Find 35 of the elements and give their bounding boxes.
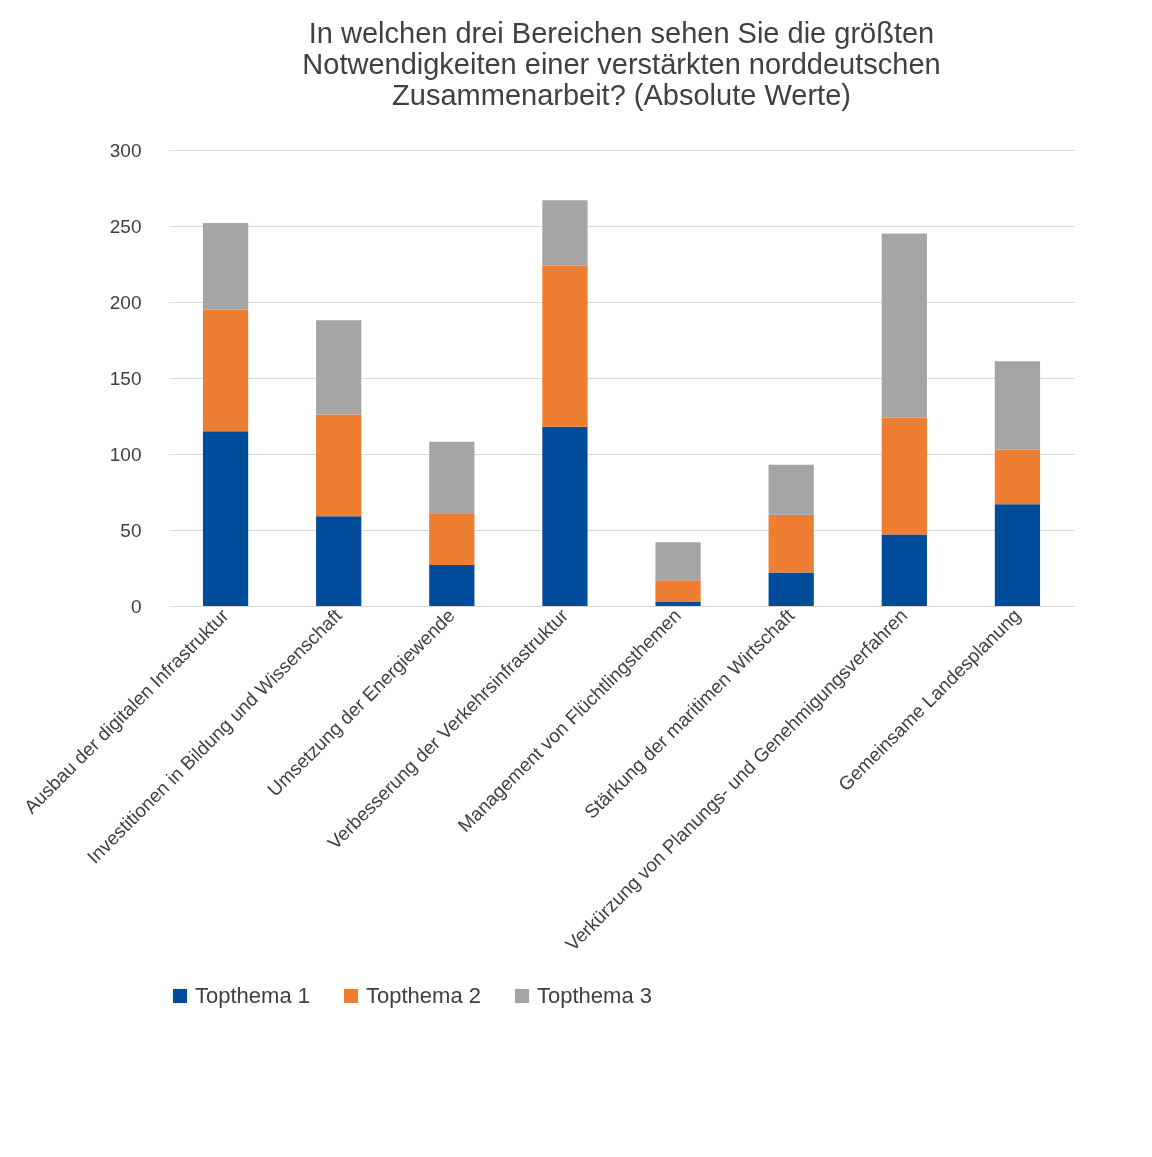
y-tick-label: 150 xyxy=(109,367,142,389)
bar xyxy=(994,361,1041,450)
bar xyxy=(655,580,701,602)
legend-label: Topthema 2 xyxy=(366,983,481,1008)
bar xyxy=(542,200,588,266)
bar xyxy=(429,513,475,565)
bar xyxy=(768,464,814,515)
y-tick-label: 250 xyxy=(109,215,142,237)
bar xyxy=(429,441,475,514)
y-tick-label: 100 xyxy=(109,443,142,465)
bar xyxy=(202,309,249,432)
bar xyxy=(316,516,362,606)
y-tick-label: 300 xyxy=(109,139,142,161)
y-tick-label: 0 xyxy=(130,595,142,617)
bar xyxy=(655,601,701,606)
y-tick-label: 50 xyxy=(120,519,142,541)
y-tick-label: 200 xyxy=(109,291,142,313)
bar xyxy=(316,320,362,415)
bar xyxy=(881,417,927,535)
legend-label: Topthema 3 xyxy=(537,983,652,1008)
bar xyxy=(202,431,249,606)
bar xyxy=(655,542,701,581)
bar xyxy=(994,504,1041,606)
bar xyxy=(768,514,814,573)
chart-title: In welchen drei Bereichen sehen Sie die größten Notwendigkeiten einer verstärkten norddeutschen Zusammenarbeit? (Absolute Werte) xyxy=(302,17,941,111)
bar xyxy=(881,534,927,606)
bar xyxy=(994,449,1041,505)
bar xyxy=(768,572,814,606)
bar xyxy=(316,414,362,517)
bar xyxy=(881,233,927,418)
bar xyxy=(202,222,249,310)
bar xyxy=(542,426,588,606)
bar xyxy=(429,564,475,606)
legend-label: Topthema 1 xyxy=(195,983,310,1008)
bar xyxy=(542,265,588,427)
